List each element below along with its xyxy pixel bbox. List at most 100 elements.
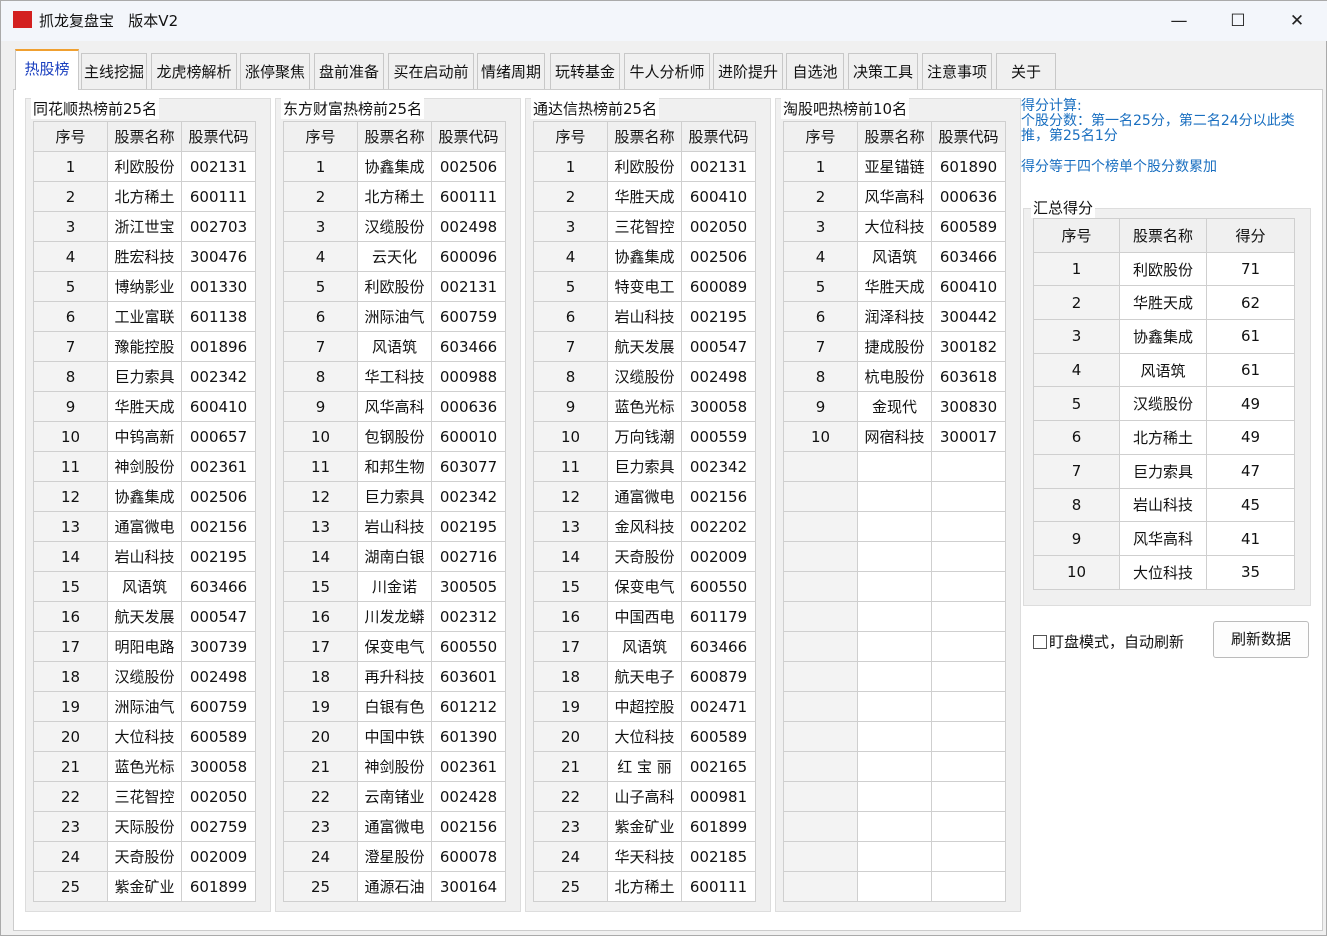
table-row[interactable]: 12 协鑫集成 002506 <box>33 481 256 512</box>
table-row[interactable]: 7 捷成股份 300182 <box>783 331 1006 362</box>
table-row[interactable]: 15 保变电气 600550 <box>533 571 756 602</box>
table-row[interactable]: 11 巨力索具 002342 <box>533 451 756 482</box>
table-row[interactable]: 19 白银有色 601212 <box>283 691 506 722</box>
summary-row[interactable]: 2 华胜天成 62 <box>1033 285 1295 321</box>
table-row[interactable]: 9 风华高科 000636 <box>283 391 506 422</box>
summary-row[interactable]: 5 汉缆股份 49 <box>1033 386 1295 422</box>
summary-row[interactable]: 9 风华高科 41 <box>1033 521 1295 556</box>
table-row[interactable]: 13 通富微电 002156 <box>33 511 256 542</box>
table-row[interactable]: 7 豫能控股 001896 <box>33 331 256 362</box>
table-row[interactable]: 14 湖南白银 002716 <box>283 541 506 572</box>
table-row[interactable]: 4 协鑫集成 002506 <box>533 241 756 272</box>
table-row[interactable]: 24 华天科技 002185 <box>533 841 756 872</box>
table-row[interactable]: 12 通富微电 002156 <box>533 481 756 512</box>
table-row[interactable]: 3 大位科技 600589 <box>783 211 1006 242</box>
table-row[interactable]: 25 北方稀土 600111 <box>533 871 756 902</box>
table-row[interactable] <box>783 781 1006 812</box>
table-row[interactable]: 8 华工科技 000988 <box>283 361 506 392</box>
table-row[interactable]: 17 保变电气 600550 <box>283 631 506 662</box>
table-row[interactable]: 14 岩山科技 002195 <box>33 541 256 572</box>
table-row[interactable] <box>783 811 1006 842</box>
table-row[interactable]: 3 浙江世宝 002703 <box>33 211 256 242</box>
table-row[interactable]: 17 明阳电路 300739 <box>33 631 256 662</box>
table-row[interactable] <box>783 601 1006 632</box>
tab-7[interactable]: 玩转基金 <box>550 53 620 89</box>
table-row[interactable]: 6 工业富联 601138 <box>33 301 256 332</box>
table-row[interactable]: 2 风华高科 000636 <box>783 181 1006 212</box>
table-row[interactable]: 21 红 宝 丽 002165 <box>533 751 756 782</box>
table-row[interactable]: 4 胜宏科技 300476 <box>33 241 256 272</box>
checkbox-icon[interactable] <box>1033 634 1047 649</box>
table-row[interactable]: 16 航天发展 000547 <box>33 601 256 632</box>
table-row[interactable]: 22 山子高科 000981 <box>533 781 756 812</box>
table-row[interactable]: 6 岩山科技 002195 <box>533 301 756 332</box>
table-row[interactable]: 10 网宿科技 300017 <box>783 421 1006 452</box>
table-row[interactable] <box>783 661 1006 692</box>
summary-row[interactable]: 6 北方稀土 49 <box>1033 420 1295 455</box>
maximize-button[interactable]: ☐ <box>1230 11 1246 31</box>
table-row[interactable]: 23 通富微电 002156 <box>283 811 506 842</box>
table-row[interactable]: 18 再升科技 603601 <box>283 661 506 692</box>
table-row[interactable]: 9 金现代 300830 <box>783 391 1006 422</box>
table-row[interactable]: 1 利欧股份 002131 <box>33 151 256 182</box>
tab-4[interactable]: 盘前准备 <box>314 53 384 89</box>
table-row[interactable]: 1 亚星锚链 601890 <box>783 151 1006 182</box>
table-row[interactable]: 19 洲际油气 600759 <box>33 691 256 722</box>
table-row[interactable]: 10 包钢股份 600010 <box>283 421 506 452</box>
table-row[interactable] <box>783 721 1006 752</box>
summary-row[interactable]: 8 岩山科技 45 <box>1033 487 1295 523</box>
table-row[interactable] <box>783 841 1006 872</box>
tab-12[interactable]: 注意事项 <box>922 53 992 89</box>
table-row[interactable] <box>783 751 1006 782</box>
table-row[interactable]: 8 汉缆股份 002498 <box>533 361 756 392</box>
table-row[interactable]: 15 风语筑 603466 <box>33 571 256 602</box>
table-row[interactable]: 7 航天发展 000547 <box>533 331 756 362</box>
table-row[interactable]: 5 博纳影业 001330 <box>33 271 256 302</box>
table-row[interactable]: 16 中国西电 601179 <box>533 601 756 632</box>
table-row[interactable]: 6 润泽科技 300442 <box>783 301 1006 332</box>
table-row[interactable]: 5 特变电工 600089 <box>533 271 756 302</box>
table-row[interactable] <box>783 631 1006 662</box>
table-row[interactable] <box>783 451 1006 482</box>
table-row[interactable]: 2 北方稀土 600111 <box>33 181 256 212</box>
summary-row[interactable]: 7 巨力索具 47 <box>1033 453 1295 489</box>
summary-row[interactable]: 4 风语筑 61 <box>1033 352 1295 388</box>
table-row[interactable]: 4 云天化 600096 <box>283 241 506 272</box>
table-row[interactable]: 18 汉缆股份 002498 <box>33 661 256 692</box>
table-row[interactable]: 19 中超控股 002471 <box>533 691 756 722</box>
table-row[interactable]: 9 华胜天成 600410 <box>33 391 256 422</box>
table-row[interactable]: 3 汉缆股份 002498 <box>283 211 506 242</box>
minimize-button[interactable]: — <box>1170 11 1188 31</box>
table-row[interactable]: 11 和邦生物 603077 <box>283 451 506 482</box>
table-row[interactable]: 8 巨力索具 002342 <box>33 361 256 392</box>
table-row[interactable]: 20 大位科技 600589 <box>33 721 256 752</box>
table-row[interactable]: 24 澄星股份 600078 <box>283 841 506 872</box>
table-row[interactable]: 8 杭电股份 603618 <box>783 361 1006 392</box>
tab-0[interactable]: 热股榜 <box>15 49 79 90</box>
close-button[interactable]: ✕ <box>1289 11 1305 31</box>
summary-row[interactable]: 1 利欧股份 71 <box>1033 251 1295 287</box>
table-row[interactable] <box>783 541 1006 572</box>
table-row[interactable]: 25 通源石油 300164 <box>283 871 506 902</box>
table-row[interactable] <box>783 511 1006 542</box>
table-row[interactable]: 3 三花智控 002050 <box>533 211 756 242</box>
table-row[interactable]: 24 天奇股份 002009 <box>33 841 256 872</box>
table-row[interactable]: 14 天奇股份 002009 <box>533 541 756 572</box>
tab-2[interactable]: 龙虎榜解析 <box>151 53 237 89</box>
tab-13[interactable]: 关于 <box>996 53 1056 89</box>
table-row[interactable]: 20 大位科技 600589 <box>533 721 756 752</box>
table-row[interactable]: 7 风语筑 603466 <box>283 331 506 362</box>
table-row[interactable]: 1 协鑫集成 002506 <box>283 151 506 182</box>
table-row[interactable]: 11 神剑股份 002361 <box>33 451 256 482</box>
tab-8[interactable]: 牛人分析师 <box>624 53 710 89</box>
table-row[interactable]: 22 云南锗业 002428 <box>283 781 506 812</box>
table-row[interactable]: 9 蓝色光标 300058 <box>533 391 756 422</box>
table-row[interactable]: 15 川金诺 300505 <box>283 571 506 602</box>
tab-5[interactable]: 买在启动前 <box>388 53 474 89</box>
tab-9[interactable]: 进阶提升 <box>713 53 783 89</box>
refresh-data-button[interactable]: 刷新数据 <box>1213 621 1309 658</box>
table-row[interactable]: 2 华胜天成 600410 <box>533 181 756 212</box>
table-row[interactable]: 25 紫金矿业 601899 <box>33 871 256 902</box>
table-row[interactable] <box>783 481 1006 512</box>
tab-3[interactable]: 涨停聚焦 <box>240 53 310 89</box>
